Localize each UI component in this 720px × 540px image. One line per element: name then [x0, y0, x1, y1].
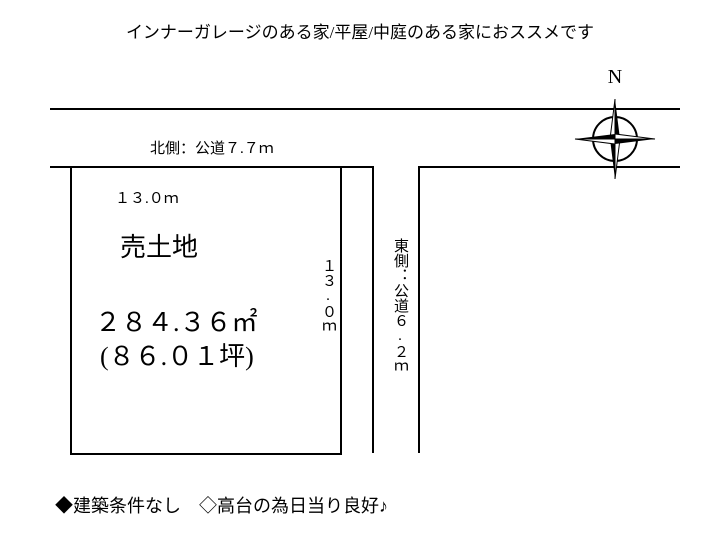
road-line	[50, 166, 372, 168]
lot-area-m2: ２８４.３６㎡	[95, 310, 258, 336]
compass-n-label: N	[570, 66, 660, 89]
road-line	[372, 166, 374, 453]
site-plan-diagram: 北側：公道７.７ｍ １３.０ｍ 売土地 ２８４.３６㎡ (８６.０１坪) １３.…	[0, 0, 720, 540]
lot-height-label: １３.０ｍ	[320, 258, 335, 334]
footer-note: ◆建築条件なし ◇高台の為日当り良好♪	[55, 492, 388, 518]
lot-area-tsubo: (８６.０１坪)	[100, 344, 254, 370]
road-line	[418, 166, 420, 453]
north-road-label: 北側：公道７.７ｍ	[150, 142, 274, 157]
east-road-label: 東側：公道６.２ｍ	[392, 238, 407, 374]
lot-title: 売土地	[120, 235, 198, 261]
compass-rose: N	[570, 76, 660, 186]
lot-line	[340, 166, 342, 453]
lot-width-label: １３.０ｍ	[115, 192, 179, 207]
compass-rose-icon	[570, 94, 660, 184]
lot-line	[70, 453, 342, 455]
lot-line	[70, 166, 72, 453]
